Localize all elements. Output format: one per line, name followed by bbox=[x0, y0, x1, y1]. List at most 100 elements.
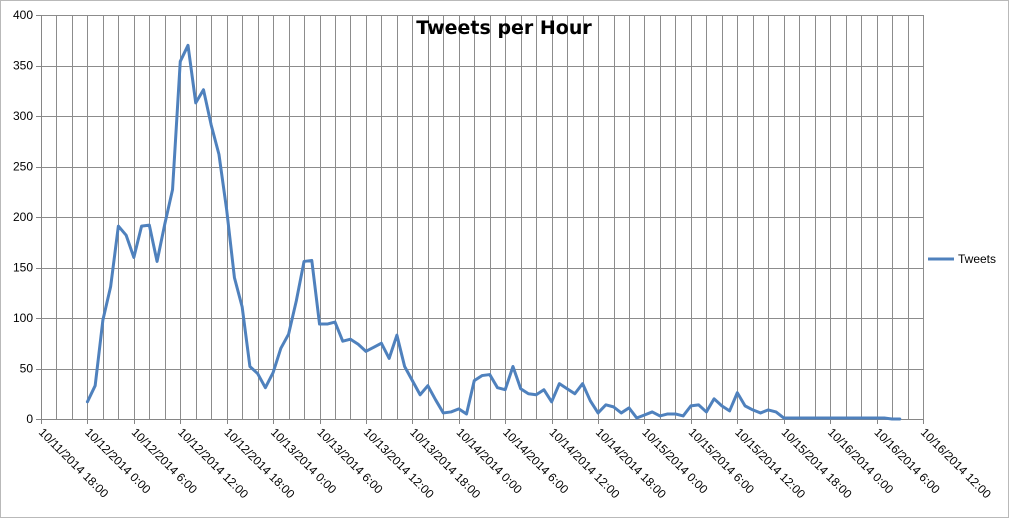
data-point bbox=[94, 385, 96, 387]
data-point bbox=[558, 383, 560, 385]
data-point bbox=[110, 286, 112, 288]
data-point bbox=[520, 388, 522, 390]
data-point bbox=[798, 417, 800, 419]
data-point bbox=[551, 401, 553, 403]
data-point bbox=[117, 225, 119, 227]
data-point bbox=[179, 60, 181, 62]
legend: Tweets bbox=[928, 252, 996, 266]
data-point bbox=[365, 350, 367, 352]
data-point bbox=[218, 153, 220, 155]
legend-label-tweets: Tweets bbox=[958, 252, 996, 266]
data-point bbox=[435, 399, 437, 401]
data-point bbox=[767, 409, 769, 411]
data-point bbox=[164, 223, 166, 225]
y-tick-label: 300 bbox=[13, 109, 33, 123]
y-tick-label: 350 bbox=[13, 59, 33, 73]
data-point bbox=[729, 410, 731, 412]
data-point bbox=[86, 401, 88, 403]
data-point bbox=[721, 405, 723, 407]
data-point bbox=[125, 234, 127, 236]
data-point bbox=[821, 417, 823, 419]
gridlines bbox=[41, 15, 924, 420]
data-point bbox=[829, 417, 831, 419]
data-point bbox=[466, 413, 468, 415]
data-point bbox=[156, 260, 158, 262]
data-point bbox=[837, 417, 839, 419]
data-point bbox=[620, 412, 622, 414]
data-point bbox=[210, 124, 212, 126]
data-point bbox=[690, 405, 692, 407]
data-point bbox=[628, 407, 630, 409]
y-tick-label: 0 bbox=[26, 412, 33, 426]
data-point bbox=[233, 277, 235, 279]
data-point bbox=[396, 334, 398, 336]
data-point bbox=[411, 380, 413, 382]
data-point bbox=[512, 365, 514, 367]
data-point bbox=[667, 413, 669, 415]
data-point bbox=[380, 342, 382, 344]
axes bbox=[41, 15, 923, 420]
data-point bbox=[582, 383, 584, 385]
data-point bbox=[736, 392, 738, 394]
data-point bbox=[373, 346, 375, 348]
data-point bbox=[458, 408, 460, 410]
data-point bbox=[605, 404, 607, 406]
data-point bbox=[334, 321, 336, 323]
data-point bbox=[102, 319, 104, 321]
data-point bbox=[326, 323, 328, 325]
data-point bbox=[419, 394, 421, 396]
data-point bbox=[280, 347, 282, 349]
data-point bbox=[357, 343, 359, 345]
y-axis-ticks: 0 50 100 150 200 250 300 350 400 bbox=[13, 8, 41, 426]
data-point bbox=[899, 418, 901, 420]
data-point bbox=[651, 411, 653, 413]
data-point bbox=[473, 380, 475, 382]
data-point bbox=[698, 404, 700, 406]
data-point bbox=[133, 256, 135, 258]
data-point bbox=[752, 409, 754, 411]
data-point bbox=[527, 393, 529, 395]
data-point bbox=[303, 260, 305, 262]
data-point bbox=[404, 365, 406, 367]
data-point bbox=[783, 417, 785, 419]
data-point bbox=[388, 357, 390, 359]
data-point bbox=[543, 389, 545, 391]
data-point bbox=[450, 411, 452, 413]
data-point bbox=[241, 306, 243, 308]
data-point bbox=[790, 417, 792, 419]
data-point bbox=[427, 385, 429, 387]
y-tick-label: 150 bbox=[13, 261, 33, 275]
data-point bbox=[249, 365, 251, 367]
data-point bbox=[311, 259, 313, 261]
data-point bbox=[760, 412, 762, 414]
data-point bbox=[806, 417, 808, 419]
data-point bbox=[705, 411, 707, 413]
data-point bbox=[852, 417, 854, 419]
data-point bbox=[891, 418, 893, 420]
data-point bbox=[319, 323, 321, 325]
data-point bbox=[264, 387, 266, 389]
data-point bbox=[202, 89, 204, 91]
data-point bbox=[148, 224, 150, 226]
data-point bbox=[682, 415, 684, 417]
data-point bbox=[589, 400, 591, 402]
data-point bbox=[288, 333, 290, 335]
data-point bbox=[744, 405, 746, 407]
data-point bbox=[868, 417, 870, 419]
data-point bbox=[489, 374, 491, 376]
data-point bbox=[566, 388, 568, 390]
y-tick-label: 400 bbox=[13, 8, 33, 22]
data-point bbox=[713, 398, 715, 400]
y-tick-label: 50 bbox=[20, 362, 34, 376]
data-point bbox=[535, 394, 537, 396]
data-point bbox=[860, 417, 862, 419]
data-point bbox=[845, 417, 847, 419]
data-point bbox=[504, 389, 506, 391]
data-point bbox=[272, 372, 274, 374]
y-tick-label: 250 bbox=[13, 160, 33, 174]
data-point bbox=[775, 411, 777, 413]
data-point bbox=[814, 417, 816, 419]
